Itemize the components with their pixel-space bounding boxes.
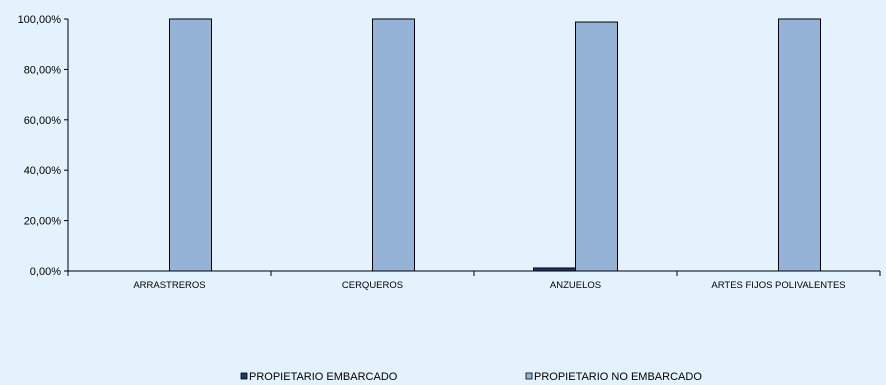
bar-propietario-no-embarcado xyxy=(169,18,212,272)
legend-entry: PROPIETARIO EMBARCADO xyxy=(249,371,398,383)
y-tick-label: 80,00% xyxy=(24,64,62,76)
labels: 0,00% 20,00% 40,00% 60,00% 80,00% 100,00% ARRA… xyxy=(18,14,846,291)
y-tick-label: 0,00% xyxy=(30,266,61,278)
x-category-label: ANZUELOS xyxy=(550,280,601,291)
bar-propietario-no-embarcado xyxy=(372,18,415,272)
x-category-label: ARRASTREROS xyxy=(133,280,205,291)
x-category-label: ARTES FIJOS POLIVALENTES xyxy=(711,280,845,291)
x-category-label: CERQUEROS xyxy=(342,280,403,291)
y-tick-label: 100,00% xyxy=(18,14,62,26)
legend-swatch xyxy=(525,372,533,380)
bars xyxy=(169,18,821,272)
legend-swatch xyxy=(240,372,248,380)
legend-entry: PROPIETARIO NO EMBARCADO xyxy=(534,371,702,383)
bar-propietario-no-embarcado xyxy=(575,21,618,272)
y-tick-label: 40,00% xyxy=(24,165,62,177)
bar-propietario-no-embarcado xyxy=(778,18,821,272)
bar-propietario-embarcado xyxy=(533,267,576,272)
y-tick-label: 60,00% xyxy=(24,115,62,127)
legend: PROPIETARIO EMBARCADO PROPIETARIO NO EMBA… xyxy=(240,371,702,383)
y-tick-label: 20,00% xyxy=(24,216,62,228)
